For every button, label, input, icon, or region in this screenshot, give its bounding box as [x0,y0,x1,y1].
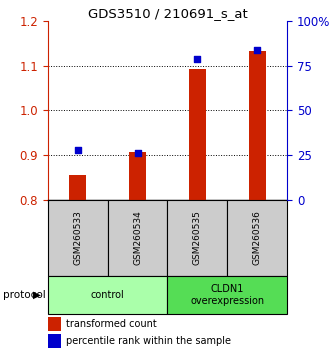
Text: GSM260535: GSM260535 [193,210,202,266]
Point [254,47,260,53]
Point [135,150,140,156]
Text: ▶: ▶ [33,290,41,300]
Bar [129,152,146,200]
Bar [69,175,86,200]
Bar [189,69,206,200]
Text: GSM260536: GSM260536 [253,210,262,266]
Text: protocol: protocol [3,290,46,300]
Text: GSM260534: GSM260534 [133,211,142,265]
Title: GDS3510 / 210691_s_at: GDS3510 / 210691_s_at [87,7,248,20]
Point [195,56,200,62]
Bar [48,200,108,276]
Text: control: control [91,290,124,300]
Text: percentile rank within the sample: percentile rank within the sample [66,336,231,346]
Bar [48,317,61,331]
Text: CLDN1
overexpression: CLDN1 overexpression [190,284,264,306]
Point [75,147,81,153]
Bar [48,334,61,348]
Bar [108,200,167,276]
Bar [168,276,287,314]
Bar [168,200,227,276]
Text: transformed count: transformed count [66,319,156,329]
Bar [48,276,168,314]
Bar [227,200,287,276]
Text: GSM260533: GSM260533 [73,210,82,266]
Bar [249,51,266,200]
